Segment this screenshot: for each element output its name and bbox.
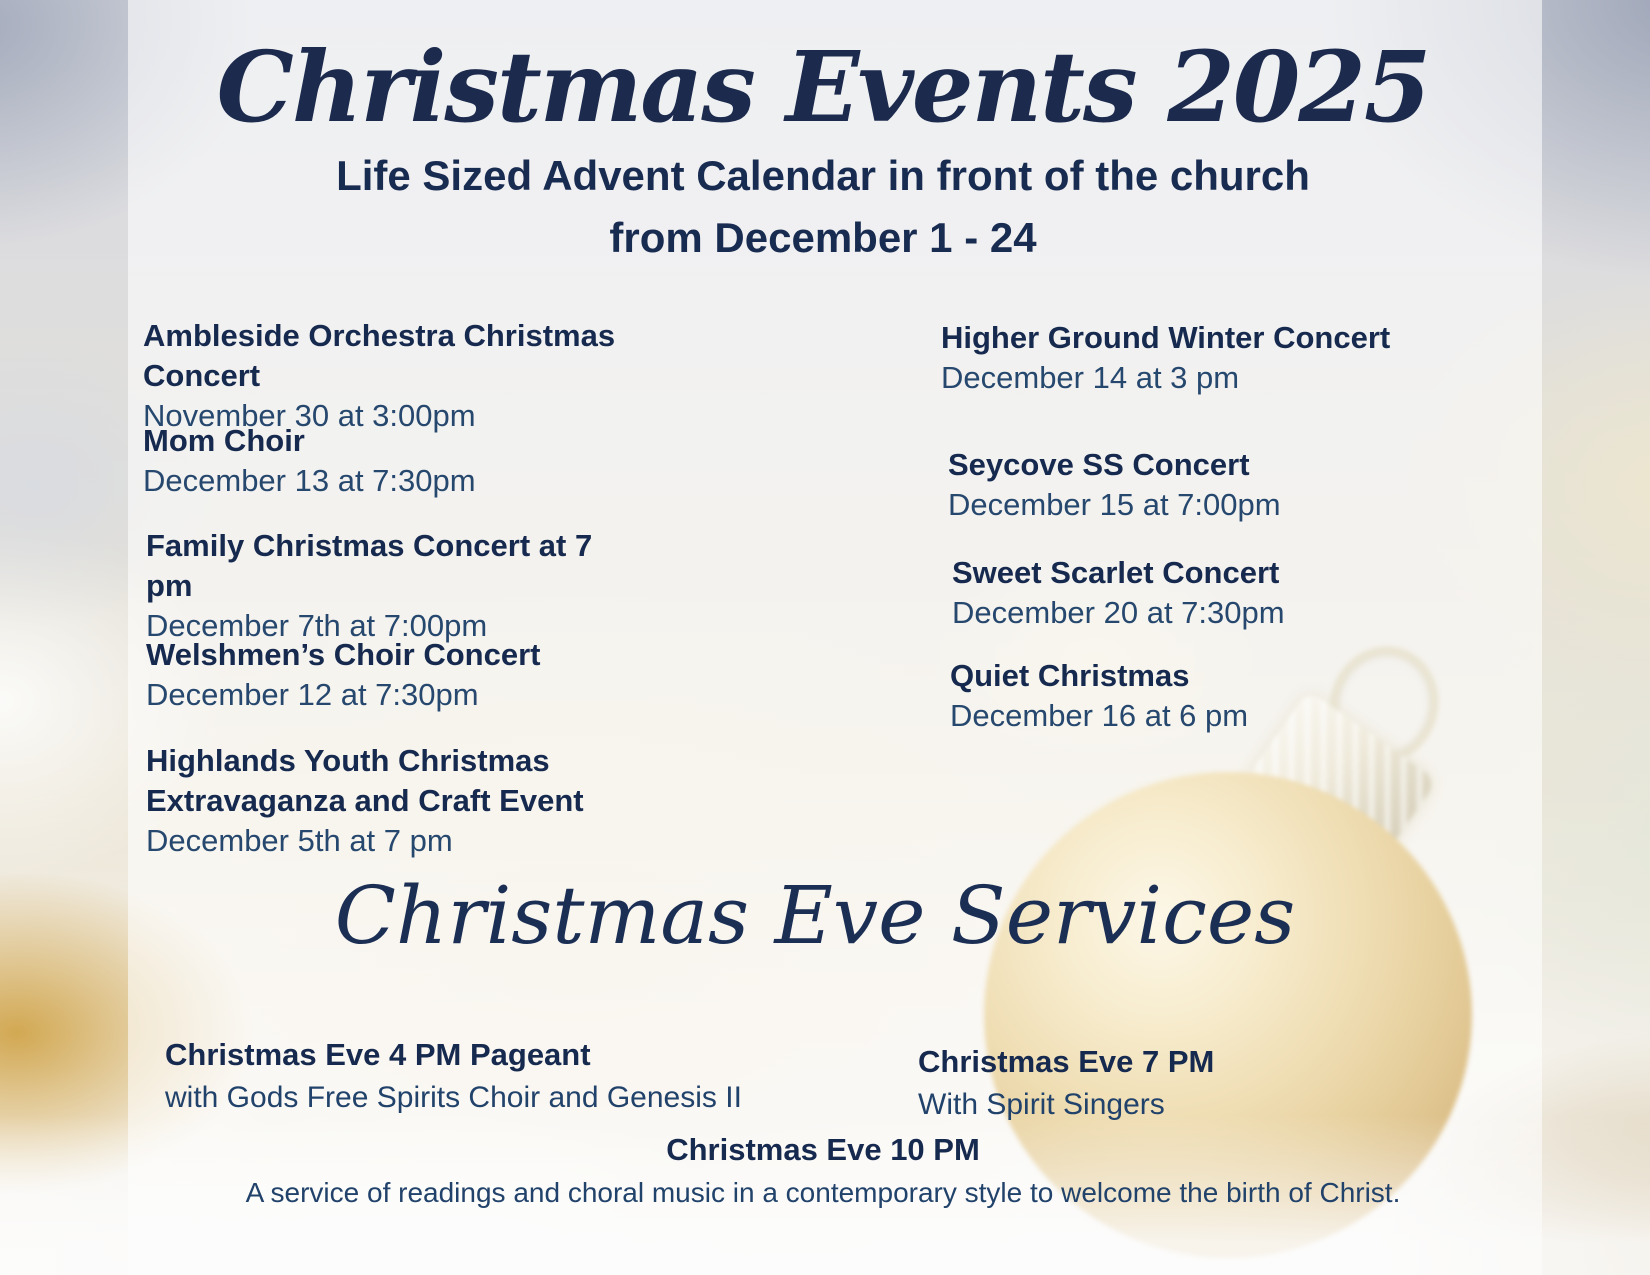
event-seycove-ss: Seycove SS Concert December 15 at 7:00pm (948, 445, 1438, 525)
eve-service-title: Christmas Eve 7 PM (918, 1044, 1215, 1079)
eve-service-detail: With Spirit Singers (918, 1088, 1165, 1121)
event-date: December 5th at 7 pm (146, 823, 453, 858)
event-name: Seycove SS Concert (948, 447, 1250, 482)
event-date: December 7th at 7:00pm (146, 608, 488, 643)
event-highlands-youth: Highlands Youth Christmas Extravaganza a… (146, 741, 624, 861)
event-mom-choir: Mom Choir December 13 at 7:30pm (143, 421, 633, 501)
event-date: December 14 at 3 pm (941, 360, 1240, 395)
eve-service-detail: A service of readings and choral music i… (245, 1177, 1401, 1208)
event-sweet-scarlet: Sweet Scarlet Concert December 20 at 7:3… (952, 553, 1442, 633)
event-name: Ambleside Orchestra Christmas Concert (143, 318, 616, 393)
poster-header: Christmas Events 2025 Life Sized Advent … (30, 30, 1616, 269)
event-name: Sweet Scarlet Concert (952, 555, 1280, 590)
event-name: Mom Choir (143, 423, 305, 458)
event-date: December 16 at 6 pm (950, 698, 1249, 733)
event-date: December 20 at 7:30pm (952, 595, 1285, 630)
event-family-christmas-concert: Family Christmas Concert at 7 pm Decembe… (146, 526, 636, 646)
eve-service-title: Christmas Eve 4 PM Pageant (165, 1037, 591, 1072)
event-higher-ground: Higher Ground Winter Concert December 14… (941, 318, 1431, 398)
christmas-eve-services-heading: Christmas Eve Services (334, 869, 1296, 962)
event-date: December 12 at 7:30pm (146, 677, 479, 712)
event-name: Highlands Youth Christmas Extravaganza a… (146, 743, 584, 818)
bottom-white-haze (0, 1115, 1650, 1275)
eve-service-detail: with Gods Free Spirits Choir and Genesis… (165, 1081, 742, 1114)
subtitle-line-2: from December 1 - 24 (609, 214, 1037, 261)
event-name: Quiet Christmas (950, 658, 1190, 693)
event-name: Family Christmas Concert at 7 pm (146, 528, 593, 603)
event-date: December 13 at 7:30pm (143, 463, 476, 498)
eve-service-title: Christmas Eve 10 PM (666, 1132, 980, 1167)
eve-service-10pm: Christmas Eve 10 PM A service of reading… (30, 1128, 1616, 1214)
event-quiet-christmas: Quiet Christmas December 16 at 6 pm (950, 656, 1440, 736)
event-ambleside-orchestra: Ambleside Orchestra Christmas Concert No… (143, 316, 633, 436)
event-date: December 15 at 7:00pm (948, 487, 1281, 522)
subtitle-line-1: Life Sized Advent Calendar in front of t… (336, 152, 1310, 199)
eve-service-4pm: Christmas Eve 4 PM Pageant with Gods Fre… (165, 1033, 742, 1119)
eve-service-7pm: Christmas Eve 7 PM With Spirit Singers (918, 1040, 1214, 1126)
poster-title: Christmas Events 2025 (216, 30, 1432, 144)
event-name: Welshmen’s Choir Concert (146, 637, 541, 672)
event-date: November 30 at 3:00pm (143, 398, 476, 433)
event-name: Higher Ground Winter Concert (941, 320, 1391, 355)
event-welshmens-choir: Welshmen’s Choir Concert December 12 at … (146, 635, 636, 715)
